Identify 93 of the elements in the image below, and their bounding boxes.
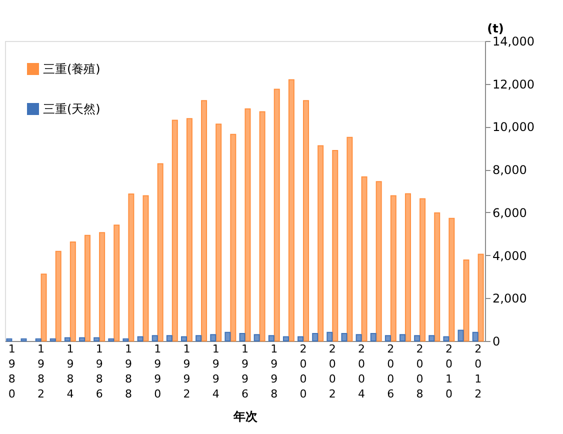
bar bbox=[79, 337, 86, 342]
bar bbox=[312, 333, 318, 342]
bar bbox=[172, 120, 178, 342]
x-tick-label: 2008 bbox=[416, 342, 424, 400]
bar bbox=[181, 336, 187, 342]
x-tick-label: 1996 bbox=[242, 342, 248, 400]
bar bbox=[254, 334, 260, 342]
x-tick-label: 2004 bbox=[358, 342, 366, 400]
bar bbox=[303, 100, 309, 342]
bar bbox=[434, 212, 440, 342]
bar bbox=[70, 242, 76, 342]
bar bbox=[64, 337, 70, 342]
bar bbox=[376, 181, 382, 342]
y-tick-label: 12,000 bbox=[492, 77, 534, 92]
bar bbox=[210, 334, 216, 342]
bar bbox=[268, 335, 274, 342]
legend-label: 三重(養殖) bbox=[43, 62, 100, 76]
bar bbox=[443, 336, 450, 342]
bar bbox=[448, 218, 455, 342]
bar bbox=[404, 193, 411, 342]
bar bbox=[400, 334, 406, 342]
bar bbox=[478, 254, 484, 342]
x-tick-label: 1992 bbox=[183, 342, 190, 400]
bar bbox=[370, 333, 376, 342]
y-tick-label: 0 bbox=[492, 334, 500, 348]
x-tick-label: 2000 bbox=[300, 342, 307, 400]
legend-label: 三重(天然) bbox=[43, 102, 100, 116]
bar bbox=[463, 260, 470, 342]
y-tick-label: 2,000 bbox=[492, 292, 527, 306]
bar bbox=[99, 232, 106, 342]
bar bbox=[458, 330, 464, 342]
x-tick-label: 2002 bbox=[328, 342, 336, 400]
bar bbox=[216, 124, 222, 342]
bar bbox=[157, 163, 164, 342]
bar bbox=[428, 335, 435, 342]
bar bbox=[94, 337, 100, 342]
bar bbox=[346, 136, 353, 342]
bar bbox=[230, 134, 236, 342]
bar bbox=[196, 335, 202, 342]
bar bbox=[40, 274, 47, 342]
bar bbox=[128, 194, 134, 342]
x-axis-title: 年次 bbox=[232, 410, 258, 424]
bar bbox=[137, 336, 144, 342]
bar bbox=[384, 335, 391, 342]
bar bbox=[298, 336, 304, 342]
bar bbox=[244, 108, 251, 342]
bar bbox=[6, 338, 12, 342]
bar bbox=[20, 338, 27, 342]
bar bbox=[472, 332, 478, 342]
bar bbox=[108, 338, 114, 342]
bar bbox=[201, 100, 208, 342]
x-tick-label: 1990 bbox=[154, 342, 162, 400]
bar bbox=[35, 338, 42, 342]
bar bbox=[166, 335, 172, 342]
bar bbox=[224, 332, 231, 342]
bar bbox=[361, 176, 368, 342]
y-tick-label: 14,000 bbox=[492, 34, 534, 48]
x-tick-label: 1988 bbox=[124, 342, 132, 400]
bar bbox=[274, 88, 280, 342]
x-tick-label: 1986 bbox=[96, 342, 103, 400]
x-tick-label: 2010 bbox=[445, 342, 452, 400]
bar bbox=[50, 338, 56, 342]
y-tick-label: 6,000 bbox=[492, 206, 527, 220]
y-tick-label: 4,000 bbox=[492, 248, 527, 263]
bar bbox=[84, 234, 90, 342]
x-tick-label: 2012 bbox=[474, 342, 482, 400]
bar bbox=[420, 198, 426, 342]
x-tick-label: 1982 bbox=[38, 342, 45, 400]
bar bbox=[282, 336, 289, 342]
bar bbox=[341, 333, 348, 342]
x-tick-label: 1980 bbox=[8, 342, 16, 400]
bar bbox=[390, 195, 396, 342]
x-tick-label: 1998 bbox=[270, 342, 278, 400]
bar bbox=[288, 79, 294, 342]
bar bbox=[239, 333, 246, 342]
bar bbox=[318, 145, 324, 342]
x-tick-label: 1994 bbox=[212, 342, 220, 400]
bar bbox=[326, 332, 333, 342]
bar bbox=[114, 224, 120, 342]
y-tick-label: 8,000 bbox=[492, 163, 527, 178]
bar bbox=[152, 335, 158, 342]
y-axis-title: (t) bbox=[487, 22, 504, 36]
x-tick-label: 1984 bbox=[66, 342, 74, 400]
x-tick-label: 2006 bbox=[387, 342, 394, 400]
bar bbox=[186, 118, 192, 342]
bar bbox=[332, 150, 338, 342]
y-tick-label: 10,000 bbox=[492, 120, 534, 134]
bar bbox=[142, 195, 149, 342]
bar bbox=[259, 111, 266, 342]
bar bbox=[122, 338, 129, 342]
bar bbox=[55, 250, 62, 342]
bar bbox=[414, 335, 420, 342]
bar bbox=[356, 334, 362, 342]
